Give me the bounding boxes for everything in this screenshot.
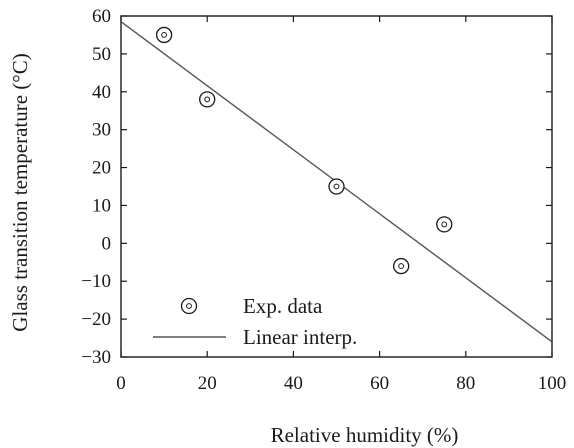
legend-label-exp-data: Exp. data (243, 294, 323, 318)
x-tick-label: 20 (198, 373, 217, 394)
x-axis-title: Relative humidity (%) (271, 423, 459, 447)
legend: Exp. data Linear interp. (153, 294, 357, 349)
y-tick-label: 10 (92, 195, 111, 216)
y-tick-label: 50 (92, 44, 111, 65)
data-point-outer (392, 257, 410, 275)
data-point-outer (199, 91, 216, 108)
data-point-outer (155, 26, 173, 44)
data-point-outer (436, 216, 453, 233)
y-tick-label: 40 (92, 82, 111, 103)
x-tick-label: 80 (456, 373, 475, 394)
x-tick-label: 100 (538, 373, 567, 394)
data-point (199, 91, 216, 108)
y-tick-label: 30 (92, 120, 111, 141)
plot-area (120, 15, 553, 358)
y-tick-label: 60 (92, 6, 111, 27)
y-tick-label: 0 (102, 233, 112, 254)
data-point-inner (441, 221, 448, 228)
y-axis: −30 −20 −10 0 10 20 30 40 50 60 (81, 6, 552, 368)
data-point (155, 26, 173, 44)
data-point-inner (398, 263, 405, 269)
legend-label-linear-interp: Linear interp. (243, 325, 357, 349)
data-point-inner (333, 183, 340, 190)
y-axis-title: Glass transition temperature (°C) (8, 53, 32, 331)
y-tick-label: 20 (92, 158, 111, 179)
x-tick-label: 0 (116, 373, 126, 394)
plot-frame (120, 15, 553, 358)
legend-marker-inner (186, 303, 192, 309)
x-tick-label: 40 (284, 373, 303, 394)
data-point (328, 178, 345, 195)
x-tick-label: 60 (370, 373, 389, 394)
data-point (392, 257, 410, 275)
data-point-inner (161, 32, 168, 38)
data-point (436, 216, 453, 233)
y-tick-label: −20 (81, 309, 111, 330)
legend-marker-outer (180, 297, 198, 315)
y-tick-label: −30 (81, 347, 111, 368)
y-tick-label: −10 (81, 271, 111, 292)
data-point-inner (204, 96, 211, 103)
exp-data-series (155, 26, 453, 275)
data-point-outer (328, 178, 345, 195)
x-axis: 0 20 40 60 80 100 (116, 16, 566, 394)
